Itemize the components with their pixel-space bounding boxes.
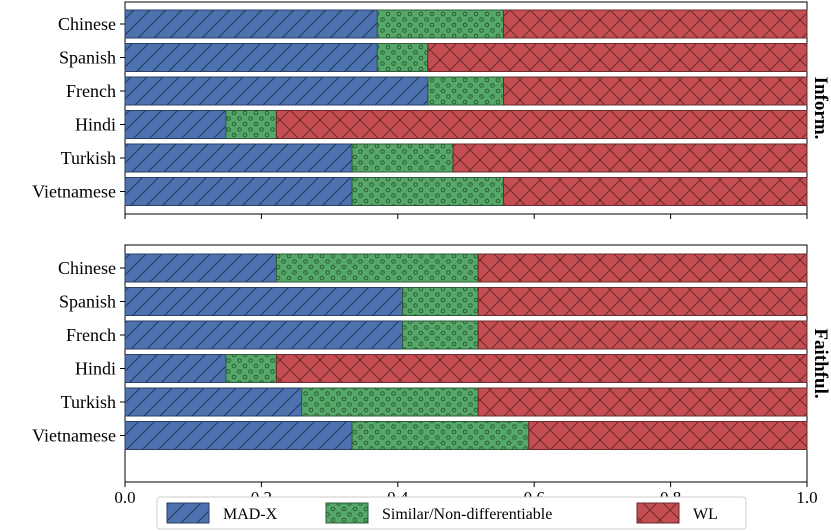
category-label-chinese: Chinese — [58, 14, 116, 34]
bar-inform-spanish-mad-x — [124, 43, 378, 72]
bar-inform-spanish-wl — [427, 43, 808, 72]
bar-faithful-chinese-similar-non-differentiable — [275, 253, 479, 283]
bar-inform-french-mad-x — [124, 76, 429, 106]
bar-faithful-chinese-wl — [477, 253, 808, 283]
bar-faithful-vietnamese-mad-x — [124, 421, 353, 450]
x-tick-label: 0.0 — [114, 488, 135, 507]
bar-inform-turkish-similar-non-differentiable — [351, 143, 454, 173]
bar-inform-french-similar-non-differentiable — [427, 76, 505, 106]
bar-inform-french-wl — [503, 76, 808, 106]
legend-swatch-similar-non-differentiable — [325, 502, 369, 524]
bar-faithful-french-similar-non-differentiable — [402, 320, 479, 350]
bar-inform-hindi-similar-non-differentiable — [225, 110, 277, 139]
bar-inform-vietnamese-similar-non-differentiable — [351, 177, 505, 206]
legend: MAD-X Similar/Non-differentiable WL — [156, 496, 747, 530]
bar-faithful-french-wl — [477, 320, 808, 350]
bar-inform-hindi-wl — [275, 110, 808, 139]
bar-faithful-vietnamese-similar-non-differentiable — [351, 421, 530, 450]
category-label-vietnamese: Vietnamese — [32, 426, 116, 446]
facet-label-inform: Inform. — [810, 77, 831, 140]
bar-faithful-turkish-wl — [477, 387, 808, 417]
bar-faithful-chinese-mad-x — [124, 253, 277, 283]
bar-faithful-hindi-mad-x — [124, 354, 227, 383]
category-label-french: French — [66, 325, 116, 345]
bar-inform-hindi-mad-x — [124, 110, 227, 139]
x-tick-label: 1.0 — [796, 488, 817, 507]
legend-swatch-mad-x — [166, 502, 210, 524]
bar-faithful-french-mad-x — [124, 320, 404, 350]
legend-label-wl: WL — [693, 506, 718, 523]
bar-faithful-hindi-similar-non-differentiable — [225, 354, 277, 383]
category-label-hindi: Hindi — [75, 359, 116, 379]
bar-faithful-turkish-mad-x — [124, 387, 303, 417]
bar-inform-turkish-wl — [452, 143, 808, 173]
bar-faithful-spanish-similar-non-differentiable — [402, 287, 479, 316]
bar-inform-chinese-wl — [503, 9, 808, 39]
bar-faithful-spanish-wl — [477, 287, 808, 316]
bar-inform-chinese-mad-x — [124, 9, 378, 39]
facet-label-faithful: Faithful. — [810, 328, 831, 398]
bar-inform-chinese-similar-non-differentiable — [376, 9, 505, 39]
category-label-hindi: Hindi — [75, 115, 116, 135]
bar-faithful-vietnamese-wl — [528, 421, 808, 450]
bar-inform-turkish-mad-x — [124, 143, 353, 173]
bar-faithful-hindi-wl — [275, 354, 808, 383]
category-label-vietnamese: Vietnamese — [32, 182, 116, 202]
bar-inform-spanish-similar-non-differentiable — [376, 43, 429, 72]
panel-inform: Chinese Spanish French Hindi Turkish Vietname… — [32, 1, 831, 219]
legend-frame — [156, 496, 747, 530]
bar-inform-vietnamese-wl — [503, 177, 808, 206]
legend-label-similar-non-differentiable: Similar/Non-differentiable — [382, 506, 552, 523]
category-label-spanish: Spanish — [59, 292, 116, 312]
bar-inform-vietnamese-mad-x — [124, 177, 353, 206]
category-label-turkish: Turkish — [61, 148, 116, 168]
category-label-french: French — [66, 81, 116, 101]
category-label-chinese: Chinese — [58, 258, 116, 278]
bar-faithful-turkish-similar-non-differentiable — [301, 387, 479, 417]
legend-swatch-wl — [636, 502, 680, 524]
category-label-turkish: Turkish — [61, 392, 116, 412]
panel-faithful: Chinese Spanish French Hindi Turkish Vietname… — [32, 244, 831, 487]
legend-label-mad-x: MAD-X — [223, 506, 278, 523]
bar-faithful-spanish-mad-x — [124, 287, 404, 316]
category-label-spanish: Spanish — [59, 48, 116, 68]
